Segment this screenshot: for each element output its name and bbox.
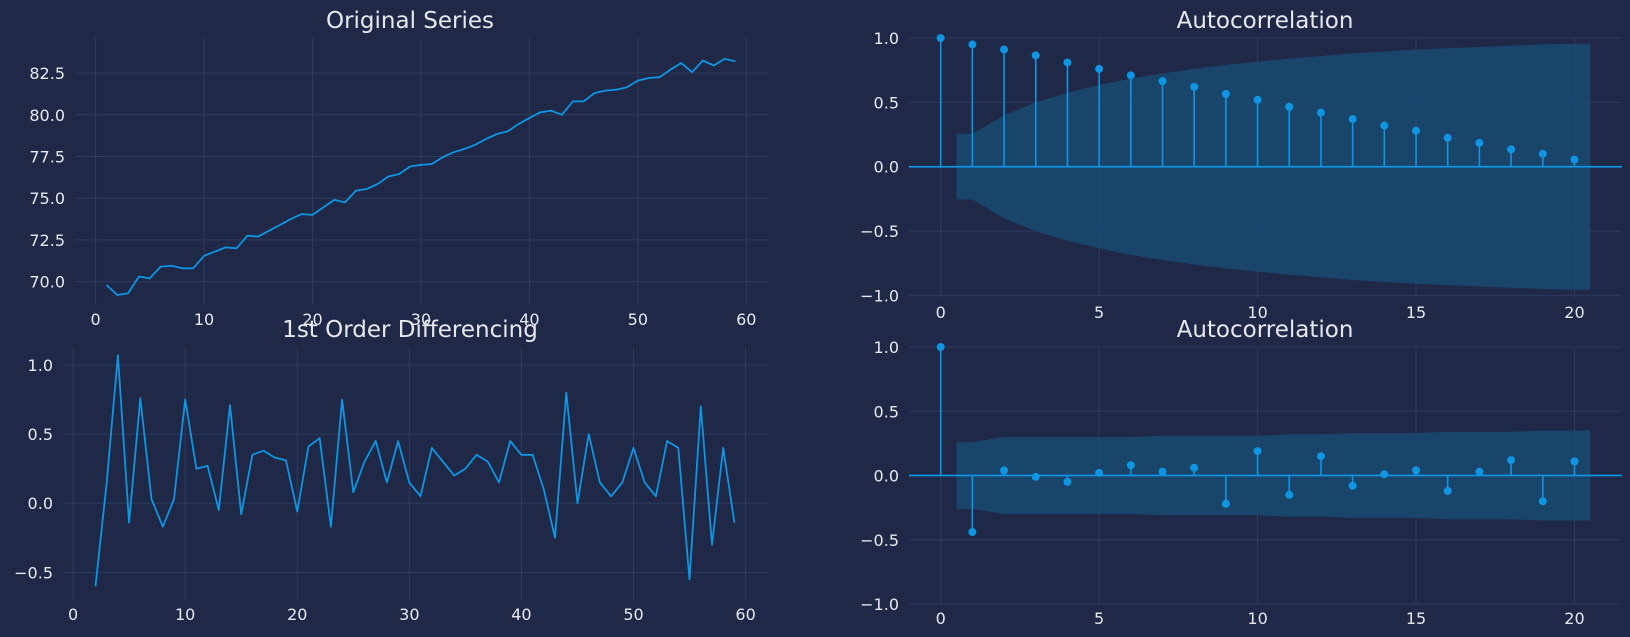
y-tick-label: 0.5 [28, 425, 53, 444]
x-tick-label: 5 [1094, 609, 1104, 628]
y-tick-label: 75.0 [29, 189, 65, 208]
acf-point [1316, 452, 1325, 461]
acf-point [1538, 149, 1547, 158]
acf-point [1063, 477, 1072, 486]
y-tick-label: 0.0 [874, 467, 899, 486]
y-tick-label: 70.0 [29, 273, 65, 292]
x-tick-label: 15 [1406, 303, 1426, 322]
acf-point [1000, 466, 1009, 475]
y-tick-label: −1.0 [860, 286, 899, 305]
acf-point [1221, 499, 1230, 508]
acf-point [1126, 71, 1135, 80]
x-tick-label: 10 [1247, 303, 1267, 322]
x-tick-label: 50 [628, 310, 648, 329]
acf-original-panel: Autocorrelation 0 5 10 15 20 −1.0 −0.5 0.0 0.5 1.… [860, 8, 1622, 322]
chart-title: 1st Order Differencing [282, 317, 538, 343]
acf-point [1570, 457, 1579, 466]
series-line [105, 58, 736, 296]
acf-point [1507, 456, 1516, 465]
chart-title: Original Series [326, 8, 494, 34]
x-tick-label: 20 [302, 310, 322, 329]
y-tick-label: 0.5 [874, 93, 899, 112]
acf-point [1031, 51, 1040, 60]
acf-point [1380, 121, 1389, 130]
acf-point [1412, 466, 1421, 475]
acf-point [936, 343, 945, 351]
acf-point [968, 528, 977, 537]
x-tick-label: 5 [1094, 303, 1104, 322]
x-tick-label: 60 [735, 605, 755, 624]
acf-point [1253, 447, 1262, 456]
acf-point [1031, 472, 1040, 481]
y-tick-label: −0.5 [860, 531, 899, 550]
acf-point [968, 40, 977, 49]
x-tick-label: 0 [91, 310, 101, 329]
acf-point [1158, 77, 1167, 86]
acf-point [1000, 45, 1009, 54]
acf-point [1063, 58, 1072, 67]
acf-point [1538, 497, 1547, 506]
acf-point [1570, 155, 1579, 164]
acf-point [1095, 468, 1104, 477]
acf-point [1348, 115, 1357, 124]
x-tick-label: 60 [736, 310, 756, 329]
acf-differenced-panel: Autocorrelation 0 5 10 15 20 −1.0 −0.5 0.0 0.5 1.… [860, 317, 1622, 628]
y-tick-label: −0.5 [860, 222, 899, 241]
x-tick-label: 10 [175, 605, 195, 624]
acf-point [1095, 64, 1104, 73]
x-tick-label: 30 [399, 605, 419, 624]
y-tick-label: 1.0 [28, 356, 53, 375]
acf-point [1126, 461, 1135, 470]
x-tick-label: 0 [936, 609, 946, 628]
x-tick-label: 20 [287, 605, 307, 624]
acf-point [1412, 126, 1421, 135]
chart-title: Autocorrelation [1177, 317, 1354, 343]
acf-point [1316, 108, 1325, 117]
acf-point [1285, 490, 1294, 499]
acf-point [1221, 89, 1230, 98]
x-tick-label: 30 [411, 310, 431, 329]
acf-point [1190, 82, 1199, 91]
y-tick-label: 72.5 [29, 231, 65, 250]
acf-point [1380, 470, 1389, 479]
chart-title: Autocorrelation [1177, 8, 1354, 34]
x-tick-label: 20 [1564, 609, 1584, 628]
acf-point [1475, 138, 1484, 147]
acf-point [1158, 467, 1167, 476]
x-tick-label: 40 [511, 605, 531, 624]
x-tick-label: 40 [519, 310, 539, 329]
acf-point [936, 34, 945, 42]
acf-point [1475, 467, 1484, 476]
acf-point [1285, 102, 1294, 111]
x-tick-label: 10 [194, 310, 214, 329]
acf-point [1443, 486, 1452, 495]
y-tick-label: 1.0 [874, 29, 899, 48]
x-tick-label: 20 [1564, 303, 1584, 322]
y-tick-label: 80.0 [29, 106, 65, 125]
differenced-series-panel: 1st Order Differencing 0 10 20 30 40 50 60 −0.5… [14, 317, 768, 624]
y-tick-label: −1.0 [860, 595, 899, 614]
y-tick-label: 82.5 [29, 64, 65, 83]
y-tick-label: −0.5 [14, 563, 53, 582]
x-tick-label: 50 [623, 605, 643, 624]
x-tick-label: 0 [68, 605, 78, 624]
x-tick-label: 0 [936, 303, 946, 322]
acf-point [1507, 145, 1516, 154]
series-line [94, 354, 736, 587]
y-tick-label: 1.0 [874, 338, 899, 357]
acf-point [1190, 463, 1199, 472]
y-tick-label: 0.0 [28, 494, 53, 513]
original-series-panel: Original Series 0 10 20 30 40 50 60 70.0 72.5 75.… [29, 8, 768, 329]
x-tick-label: 10 [1247, 609, 1267, 628]
acf-point [1348, 481, 1357, 490]
acf-point [1443, 133, 1452, 142]
y-tick-label: 77.5 [29, 147, 65, 166]
y-tick-label: 0.5 [874, 402, 899, 421]
y-tick-label: 0.0 [874, 158, 899, 177]
acf-point [1253, 95, 1262, 104]
x-tick-label: 15 [1406, 609, 1426, 628]
